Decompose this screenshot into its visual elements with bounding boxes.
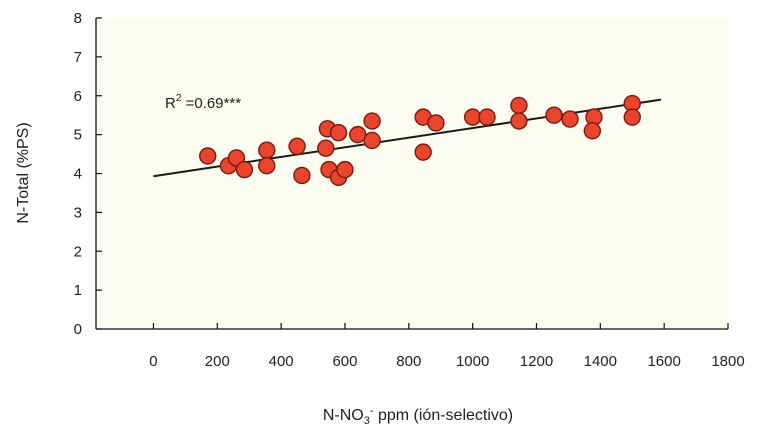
y-axis-title: N-Total (%PS) xyxy=(15,122,32,223)
data-point xyxy=(624,109,640,125)
x-tick-label: 1600 xyxy=(647,353,680,370)
data-point xyxy=(259,142,275,158)
data-point xyxy=(511,97,527,113)
data-point xyxy=(511,113,527,129)
data-point xyxy=(584,123,600,139)
data-point xyxy=(562,111,578,127)
data-point xyxy=(415,144,431,160)
data-point xyxy=(350,127,366,143)
y-tick-label: 8 xyxy=(74,10,82,27)
x-tick-label: 800 xyxy=(396,353,421,370)
x-tick-label: 1800 xyxy=(711,353,744,370)
y-tick-label: 1 xyxy=(74,282,82,299)
data-point xyxy=(289,138,305,154)
data-point xyxy=(364,132,380,148)
plot-background xyxy=(96,18,728,329)
data-point xyxy=(546,107,562,123)
y-tick-label: 4 xyxy=(74,166,82,183)
x-axis-title: N-NO3- ppm (ión-selectivo) xyxy=(323,405,513,427)
data-point xyxy=(331,125,347,141)
y-tick-label: 6 xyxy=(74,88,82,105)
y-tick-label: 7 xyxy=(74,49,82,66)
x-axis-ticks: 0 200 400 600 800 1000 1200 1400 1600 1800 xyxy=(149,323,744,370)
data-point xyxy=(294,167,310,183)
y-tick-label: 5 xyxy=(74,127,82,144)
y-tick-label: 3 xyxy=(74,204,82,221)
data-point xyxy=(236,162,252,178)
x-tick-label: 1400 xyxy=(584,353,617,370)
x-tick-label: 200 xyxy=(205,353,230,370)
data-point xyxy=(200,148,216,164)
data-point xyxy=(428,115,444,131)
x-tick-label: 0 xyxy=(149,353,157,370)
y-tick-label: 0 xyxy=(74,321,82,338)
data-point xyxy=(364,113,380,129)
data-point xyxy=(259,158,275,174)
x-tick-label: 400 xyxy=(269,353,294,370)
data-point xyxy=(479,109,495,125)
x-tick-label: 1000 xyxy=(456,353,489,370)
data-point xyxy=(465,109,481,125)
data-point xyxy=(318,140,334,156)
data-point xyxy=(337,162,353,178)
x-tick-label: 600 xyxy=(332,353,357,370)
y-tick-label: 2 xyxy=(74,243,82,260)
x-tick-label: 1200 xyxy=(520,353,553,370)
